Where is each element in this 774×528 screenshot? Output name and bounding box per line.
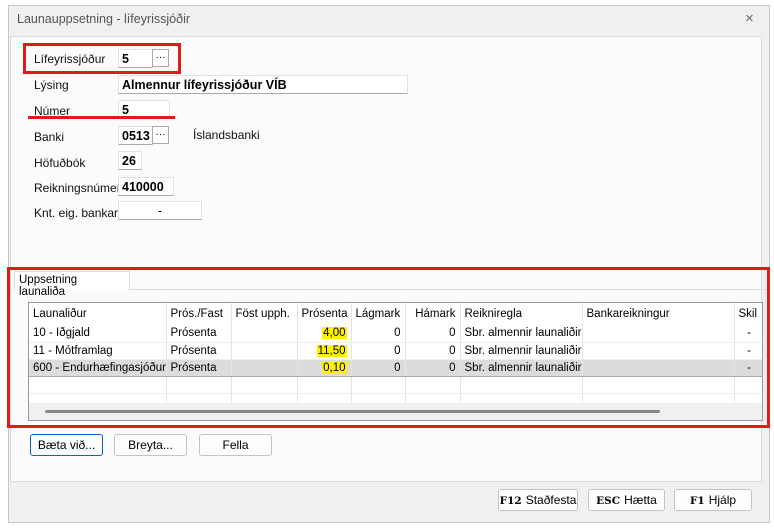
empty-row — [29, 376, 762, 394]
col-hamark[interactable]: Hámark — [405, 303, 461, 325]
delete-button[interactable]: Fella — [199, 434, 272, 456]
col-fost-upph[interactable]: Föst upph. — [231, 303, 298, 325]
cell-pros-fast: Prósenta — [166, 342, 232, 360]
col-lagmark[interactable]: Lágmark — [351, 303, 406, 325]
lysing-input[interactable]: Almennur lífeyrissjóður VÍB — [118, 75, 408, 94]
cell-lagmark: 0 — [351, 358, 406, 377]
cancel-button[interactable]: ESC Hætta — [588, 489, 665, 511]
cell-prosenta: 0,10 — [297, 358, 352, 377]
cell-reikniregla: Sbr. almennir launaliðir — [460, 325, 583, 343]
lifeyrissjodur-input[interactable]: 5 — [118, 49, 153, 68]
banki-label: Banki — [34, 130, 65, 144]
table-row[interactable]: 10 - Iðgjald Prósenta 4,00 0 0 Sbr. almennir … — [29, 325, 762, 343]
cell-prosenta: 4,00 — [297, 325, 352, 343]
lysing-label: Lýsing — [34, 78, 69, 92]
highlighted-value: 11,50 — [316, 344, 347, 357]
cancel-label: Hætta — [624, 493, 657, 507]
add-button[interactable]: Bæta við... — [30, 434, 103, 456]
banki-lookup-button[interactable]: ··· — [152, 126, 169, 144]
cell-reikniregla: Sbr. almennir launaliðir — [460, 358, 583, 377]
help-button[interactable]: F1 Hjálp — [674, 489, 752, 511]
cell-bankareikningur — [582, 325, 735, 343]
reikningsnumer-input[interactable]: 410000 — [118, 177, 174, 196]
tab-panel — [14, 289, 766, 424]
col-pros-fast[interactable]: Prós./Fast — [166, 303, 232, 325]
empty-cell — [734, 376, 762, 394]
annotation-box-table — [7, 267, 770, 428]
lifeyrissjodur-label: Lífeyrissjóður — [34, 52, 106, 66]
hofudbok-label: Höfuðbók — [34, 156, 86, 170]
annotation-underline-numer — [28, 116, 175, 119]
confirm-button[interactable]: F12 Staðfesta — [498, 489, 578, 511]
close-icon[interactable]: × — [745, 10, 754, 27]
cell-lagmark: 0 — [351, 325, 406, 343]
hofudbok-input[interactable]: 26 — [118, 151, 142, 170]
lifeyrissjodur-lookup-button[interactable]: ··· — [152, 49, 169, 67]
cell-fost-upph — [231, 325, 298, 343]
annotation-box-lifeyrissjodur — [23, 43, 181, 74]
esc-key-label: ESC — [596, 495, 621, 507]
confirm-label: Staðfesta — [525, 493, 577, 507]
table-row[interactable]: 600 - Endurhæfingasjóður Prósenta 0,10 0 0 Sb… — [29, 358, 762, 377]
cell-skil: - — [734, 358, 762, 377]
banki-name: Íslandsbanki — [193, 128, 260, 142]
cell-hamark: 0 — [405, 325, 461, 343]
banki-input[interactable]: 0513 — [118, 126, 153, 145]
empty-cell — [29, 376, 167, 394]
f1-key-label: F1 — [689, 495, 705, 507]
launalidir-table: Launaliður Prós./Fast Föst upph. Prósent… — [28, 302, 763, 421]
cell-pros-fast: Prósenta — [166, 325, 232, 343]
cell-launalidur: 10 - Iðgjald — [29, 325, 167, 343]
knt-input[interactable]: - — [118, 201, 202, 220]
edit-button[interactable]: Breyta... — [114, 434, 187, 456]
cell-launalidur: 600 - Endurhæfingasjóður — [29, 358, 167, 377]
highlighted-value: 0,10 — [322, 361, 347, 374]
reikningsnumer-label: Reikningsnúmer — [34, 181, 121, 195]
empty-cell — [351, 376, 406, 394]
empty-cell — [231, 376, 298, 394]
tab-uppsetning-launalida[interactable]: Uppsetning launaliða — [14, 271, 130, 298]
col-reikniregla[interactable]: Reikniregla — [460, 303, 583, 325]
f12-key-label: F12 — [499, 495, 522, 507]
col-skil[interactable]: Skil — [734, 303, 762, 325]
cell-bankareikningur — [582, 358, 735, 377]
cell-fost-upph — [231, 358, 298, 377]
col-bankareikningur[interactable]: Bankareikningur — [582, 303, 735, 325]
empty-cell — [405, 376, 461, 394]
title-bar — [9, 6, 769, 36]
empty-cell — [297, 376, 352, 394]
table-header: Launaliður Prós./Fast Föst upph. Prósent… — [29, 303, 762, 325]
cell-pros-fast: Prósenta — [166, 358, 232, 377]
cell-hamark: 0 — [405, 358, 461, 377]
empty-cell — [166, 376, 232, 394]
empty-cell — [460, 376, 583, 394]
cell-skil: - — [734, 325, 762, 343]
help-label: Hjálp — [708, 493, 737, 507]
empty-cell — [582, 376, 735, 394]
cell-prosenta: 11,50 — [297, 342, 352, 360]
numer-input[interactable]: 5 — [118, 100, 170, 119]
col-launalidur[interactable]: Launaliður — [29, 303, 167, 325]
col-prosenta[interactable]: Prósenta — [297, 303, 352, 325]
window-title: Launauppsetning - lífeyrissjóðir — [17, 12, 191, 26]
scrollbar-thumb[interactable] — [45, 410, 660, 413]
highlighted-value: 4,00 — [322, 327, 347, 340]
knt-label: Knt. eig. bankar. — [34, 206, 121, 220]
numer-label: Númer — [34, 104, 71, 118]
